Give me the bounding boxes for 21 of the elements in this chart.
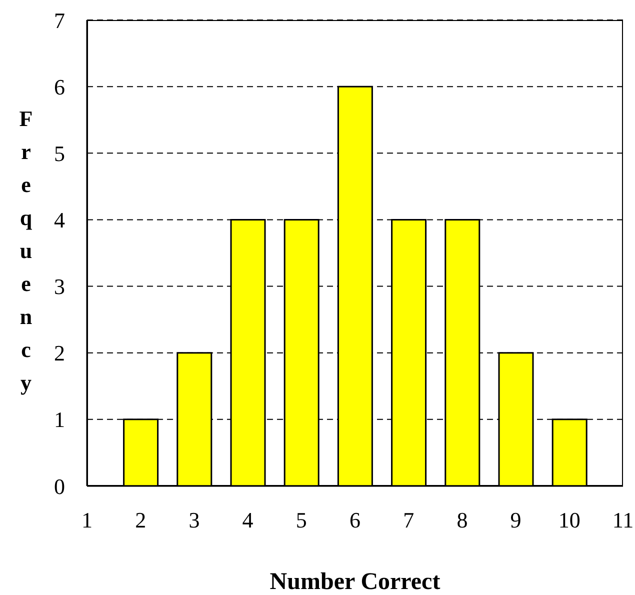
x-tick-label: 1 bbox=[82, 508, 92, 533]
x-tick-label: 7 bbox=[403, 508, 414, 533]
x-tick-label: 11 bbox=[612, 508, 634, 533]
y-tick-label: 4 bbox=[54, 208, 65, 233]
x-tick-label: 3 bbox=[188, 508, 200, 533]
x-tick-label: 9 bbox=[510, 508, 522, 533]
x-tick-label: 8 bbox=[456, 508, 468, 533]
y-tick-label: 5 bbox=[54, 140, 65, 166]
y-tick-label: 3 bbox=[54, 274, 65, 300]
x-tick-label: 2 bbox=[135, 508, 146, 533]
x-tick-label: 6 bbox=[350, 508, 360, 533]
y-tick-label: 7 bbox=[54, 8, 65, 33]
x-tick-label: 10 bbox=[558, 508, 580, 533]
y-tick-label: 1 bbox=[54, 407, 65, 432]
x-axis-title: Number Correct bbox=[270, 569, 440, 595]
y-tick-label: 6 bbox=[54, 74, 65, 100]
text: Frequency bbox=[19, 106, 33, 396]
y-tick-label: 0 bbox=[54, 474, 65, 499]
y-tick-label: 2 bbox=[54, 340, 65, 366]
x-tick-label: 4 bbox=[242, 508, 254, 533]
x-tick-label: 5 bbox=[296, 508, 307, 533]
